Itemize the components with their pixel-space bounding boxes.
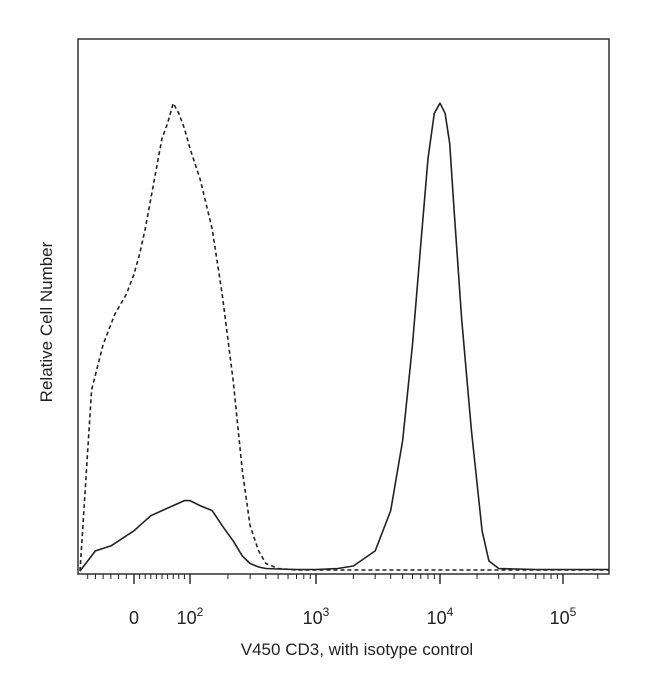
isotype-control-series-line [79,102,609,572]
x-tick-label-base: 10 [177,608,197,628]
x-axis-title: V450 CD3, with isotype control [241,640,473,659]
x-tick-label: 103 [303,605,330,628]
y-axis-title: Relative Cell Number [37,241,56,402]
x-tick-label-exponent: 3 [323,605,330,619]
x-tick-label-base: 10 [303,608,323,628]
x-minor-ticks [87,574,599,579]
x-major-ticks [133,574,564,584]
plot-frame [77,38,610,575]
x-tick-labels: 0 102 103 104 105 [129,605,577,628]
x-tick-label: 104 [427,605,454,628]
x-tick-label-base: 0 [129,608,139,628]
cd3-series-line [79,102,609,572]
x-tick-label: 102 [177,605,204,628]
x-tick-label-exponent: 2 [197,605,204,619]
x-tick-label: 105 [550,605,577,628]
series-layer [79,102,609,572]
x-tick-label-base: 10 [550,608,570,628]
x-tick-label-exponent: 4 [447,605,454,619]
x-tick-label-exponent: 5 [570,605,577,619]
x-tick-label-base: 10 [427,608,447,628]
x-tick-label: 0 [129,608,139,628]
